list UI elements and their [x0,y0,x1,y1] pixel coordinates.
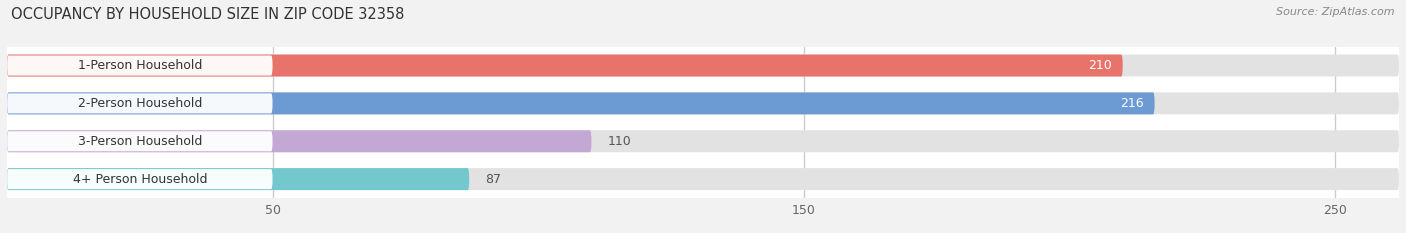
Text: 3-Person Household: 3-Person Household [77,135,202,148]
FancyBboxPatch shape [7,130,1399,152]
FancyBboxPatch shape [7,55,1123,76]
FancyBboxPatch shape [7,168,1399,190]
Text: 210: 210 [1088,59,1112,72]
FancyBboxPatch shape [7,55,1399,76]
Text: 1-Person Household: 1-Person Household [77,59,202,72]
Text: 216: 216 [1121,97,1144,110]
Text: OCCUPANCY BY HOUSEHOLD SIZE IN ZIP CODE 32358: OCCUPANCY BY HOUSEHOLD SIZE IN ZIP CODE … [11,7,405,22]
FancyBboxPatch shape [7,93,273,113]
Text: 87: 87 [485,173,501,186]
Text: 110: 110 [607,135,631,148]
Text: 4+ Person Household: 4+ Person Household [73,173,207,186]
FancyBboxPatch shape [7,169,273,189]
FancyBboxPatch shape [7,130,592,152]
Text: 2-Person Household: 2-Person Household [77,97,202,110]
Text: Source: ZipAtlas.com: Source: ZipAtlas.com [1277,7,1395,17]
FancyBboxPatch shape [7,131,273,151]
FancyBboxPatch shape [7,55,273,75]
FancyBboxPatch shape [7,168,470,190]
FancyBboxPatch shape [7,93,1154,114]
FancyBboxPatch shape [7,93,1399,114]
